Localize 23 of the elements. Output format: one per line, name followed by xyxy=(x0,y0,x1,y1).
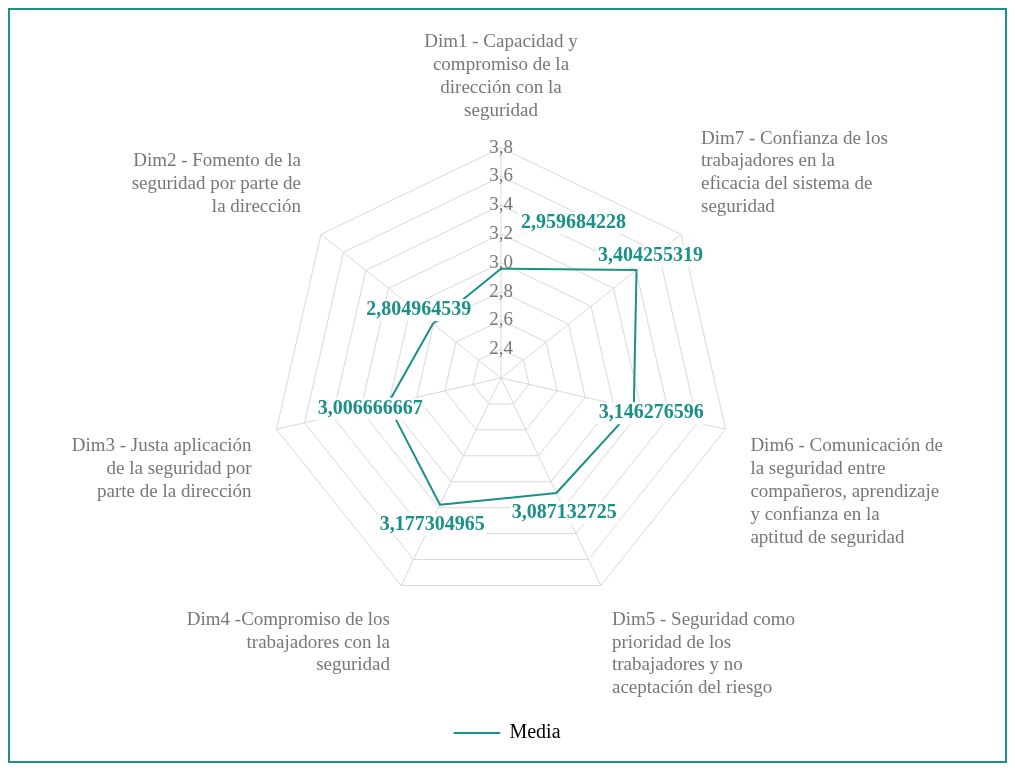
data-label: 3,006666667 xyxy=(317,395,423,418)
data-label: 3,177304965 xyxy=(379,511,485,534)
data-label: 2,804964539 xyxy=(366,297,472,320)
data-label: 3,146276596 xyxy=(598,400,704,423)
y-tick-label: 2,6 xyxy=(489,308,513,330)
data-label: 2,959684228 xyxy=(521,209,626,232)
spoke-label: Dim3 - Justa aplicación de la seguridad por parte de la dirección xyxy=(71,434,253,501)
spoke-label: Dim6 - Comunicación de la seguridad entre compañeros, aprendizaje y confianza en la aptitud de seguridad xyxy=(750,434,943,547)
spoke-label: Dim2 - Fomento de la seguridad por parte de la dirección xyxy=(131,149,302,217)
y-tick-label: 2,8 xyxy=(489,279,513,301)
spoke-label: Dim5 - Seguridad como prioridad de los trabajadores y no aceptación del riesgo xyxy=(611,607,796,698)
y-tick-label: 3,0 xyxy=(489,250,513,272)
y-tick-label: 3,4 xyxy=(489,193,514,215)
spoke-label: Dim1 - Capacidad y compromiso de la dirección con la seguridad xyxy=(424,30,579,120)
spoke-label: Dim7 - Confianza de los trabajadores en la eficacia del sistema de seguridad xyxy=(700,126,888,217)
spoke-label: Dim4 -Compromiso de los trabajadores con la seguridad xyxy=(186,607,391,675)
data-label: 3,087132725 xyxy=(511,500,617,523)
y-tick-label: 2,4 xyxy=(489,337,514,359)
y-tick-label: 3,2 xyxy=(489,222,513,244)
y-tick-label: 3,8 xyxy=(489,135,513,157)
y-tick-label: 3,6 xyxy=(489,164,513,186)
legend-label: Media xyxy=(509,720,561,743)
data-label: 3,404255319 xyxy=(598,243,704,266)
